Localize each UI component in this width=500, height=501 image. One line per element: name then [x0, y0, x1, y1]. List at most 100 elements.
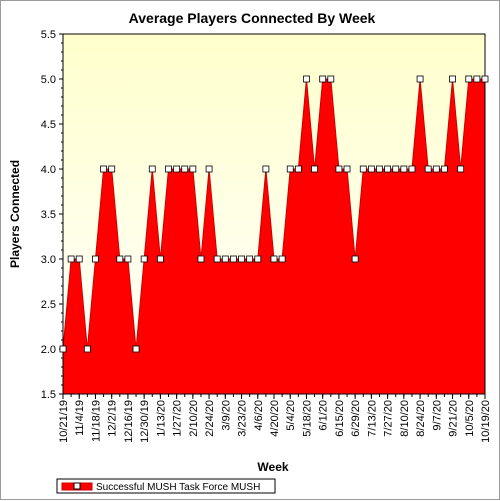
data-point — [319, 75, 327, 83]
x-tick-label: 4/6/20 — [253, 400, 265, 431]
x-tick-label: 6/29/20 — [350, 400, 362, 437]
data-point — [67, 255, 75, 263]
data-markers — [59, 75, 489, 353]
y-tick-label: 1.5 — [41, 389, 56, 401]
y-axis-title: Players Connected — [8, 160, 22, 268]
area-fill — [63, 79, 485, 394]
x-tick-label: 5/4/20 — [285, 400, 297, 431]
data-point — [408, 165, 416, 173]
x-tick-label: 9/7/20 — [431, 400, 443, 431]
y-tick-label: 4.0 — [41, 164, 56, 176]
x-tick-label: 12/2/19 — [107, 400, 119, 437]
data-point — [116, 255, 124, 263]
chart-title: Average Players Connected By Week — [129, 10, 376, 26]
x-tick-label: 6/1/20 — [318, 400, 330, 431]
x-tick-label: 3/23/20 — [237, 400, 249, 437]
x-tick-label: 9/21/20 — [448, 400, 460, 437]
data-point — [481, 75, 489, 83]
y-tick-label: 5.5 — [41, 29, 56, 41]
data-point — [473, 75, 481, 83]
legend-box — [56, 478, 276, 494]
data-point — [351, 255, 359, 263]
legend-label: Successful MUSH Task Force MUSH — [96, 482, 260, 493]
data-point — [205, 165, 213, 173]
x-tick-label: 7/13/20 — [366, 400, 378, 437]
x-tick-label: 6/15/20 — [334, 400, 346, 437]
x-tick-label: 10/5/20 — [464, 400, 476, 437]
data-point — [270, 255, 278, 263]
data-point — [140, 255, 148, 263]
data-point — [392, 165, 400, 173]
x-tick-label: 8/10/20 — [399, 400, 411, 437]
data-point — [367, 165, 375, 173]
data-point — [221, 255, 229, 263]
data-point — [400, 165, 408, 173]
data-point — [449, 75, 456, 83]
data-point — [108, 165, 116, 173]
x-tick-label: 5/18/20 — [301, 400, 313, 437]
x-tick-label: 8/24/20 — [415, 400, 427, 437]
data-point — [156, 255, 164, 263]
data-point — [59, 345, 67, 353]
legend-marker — [73, 482, 81, 490]
data-point — [181, 165, 189, 173]
x-tick-label: 4/20/20 — [269, 400, 281, 437]
data-point — [148, 165, 156, 173]
data-point — [416, 75, 424, 83]
data-point — [294, 165, 302, 173]
data-point — [384, 165, 392, 173]
x-axis: 10/21/19 11/4/19 11/18/19 12/2/19 12/16/19 12… — [58, 394, 492, 443]
data-point — [189, 165, 197, 173]
data-point — [359, 165, 367, 173]
y-tick-label: 2.5 — [41, 299, 56, 311]
x-tick-label: 1/27/20 — [172, 400, 184, 437]
x-axis-title: Week — [257, 460, 288, 474]
x-tick-label: 3/9/20 — [220, 400, 232, 431]
data-point — [197, 255, 205, 263]
x-tick-label: 10/19/20 — [480, 400, 492, 443]
data-point — [432, 165, 440, 173]
x-tick-label: 7/27/20 — [383, 400, 395, 437]
data-point — [173, 165, 181, 173]
data-point — [238, 255, 245, 263]
y-tick-label: 3.0 — [41, 254, 56, 266]
data-point — [92, 255, 99, 263]
legend: Successful MUSH Task Force MUSH — [56, 478, 276, 494]
data-point — [124, 255, 132, 263]
y-axis: 1.5 2.0 2.5 3.0 3.5 4.0 4.5 5.0 5.5 — [41, 29, 63, 401]
data-point — [100, 165, 107, 173]
data-point — [165, 165, 172, 173]
data-point — [254, 255, 262, 263]
data-point — [376, 165, 383, 173]
data-point — [278, 255, 286, 263]
y-tick-label: 2.0 — [41, 344, 56, 356]
data-point — [213, 255, 221, 263]
data-point — [83, 345, 91, 353]
data-point — [132, 345, 140, 353]
x-tick-label: 1/13/20 — [155, 400, 167, 437]
data-point — [286, 165, 294, 173]
y-tick-label: 4.5 — [41, 119, 56, 131]
x-tick-label: 10/21/19 — [58, 400, 70, 443]
data-point — [441, 165, 448, 173]
data-point — [424, 165, 432, 173]
x-tick-label: 2/24/20 — [204, 400, 216, 437]
data-point — [327, 75, 335, 83]
x-tick-label: 12/30/19 — [139, 400, 151, 443]
data-point — [262, 165, 270, 173]
data-point — [343, 165, 351, 173]
data-point — [246, 255, 254, 263]
x-tick-label: 11/18/19 — [90, 400, 102, 442]
data-point — [230, 255, 237, 263]
data-point — [335, 165, 343, 173]
data-point — [457, 165, 465, 173]
x-tick-label: 12/16/19 — [123, 400, 135, 443]
x-tick-label: 11/4/19 — [74, 400, 86, 436]
data-point — [303, 75, 310, 83]
data-point — [311, 165, 318, 173]
y-tick-label: 3.5 — [41, 209, 56, 221]
x-tick-label: 2/10/20 — [188, 400, 200, 437]
data-point — [75, 255, 83, 263]
